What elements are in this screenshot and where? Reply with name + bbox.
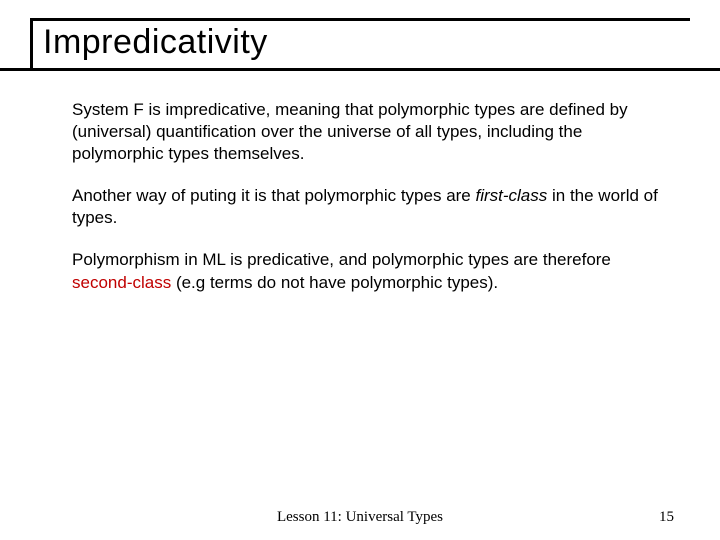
slide-body: System F is impredicative, meaning that …: [30, 71, 690, 294]
p2-italic: first-class: [475, 186, 547, 205]
footer-page-number: 15: [659, 509, 674, 526]
slide: Impredicativity System F is impredicativ…: [0, 0, 720, 540]
p3-highlight: second-class: [72, 273, 171, 292]
slide-footer: Lesson 11: Universal Types 15: [0, 509, 720, 526]
title-container: Impredicativity: [30, 18, 690, 68]
paragraph-2: Another way of puting it is that polymor…: [72, 185, 660, 229]
paragraph-1: System F is impredicative, meaning that …: [72, 99, 660, 165]
footer-lesson: Lesson 11: Universal Types: [0, 509, 720, 526]
p3-text-a: Polymorphism in ML is predicative, and p…: [72, 250, 611, 269]
slide-title: Impredicativity: [43, 23, 690, 62]
paragraph-3: Polymorphism in ML is predicative, and p…: [72, 249, 660, 293]
p2-text-a: Another way of puting it is that polymor…: [72, 186, 475, 205]
p3-text-c: (e.g terms do not have polymorphic types…: [171, 273, 498, 292]
